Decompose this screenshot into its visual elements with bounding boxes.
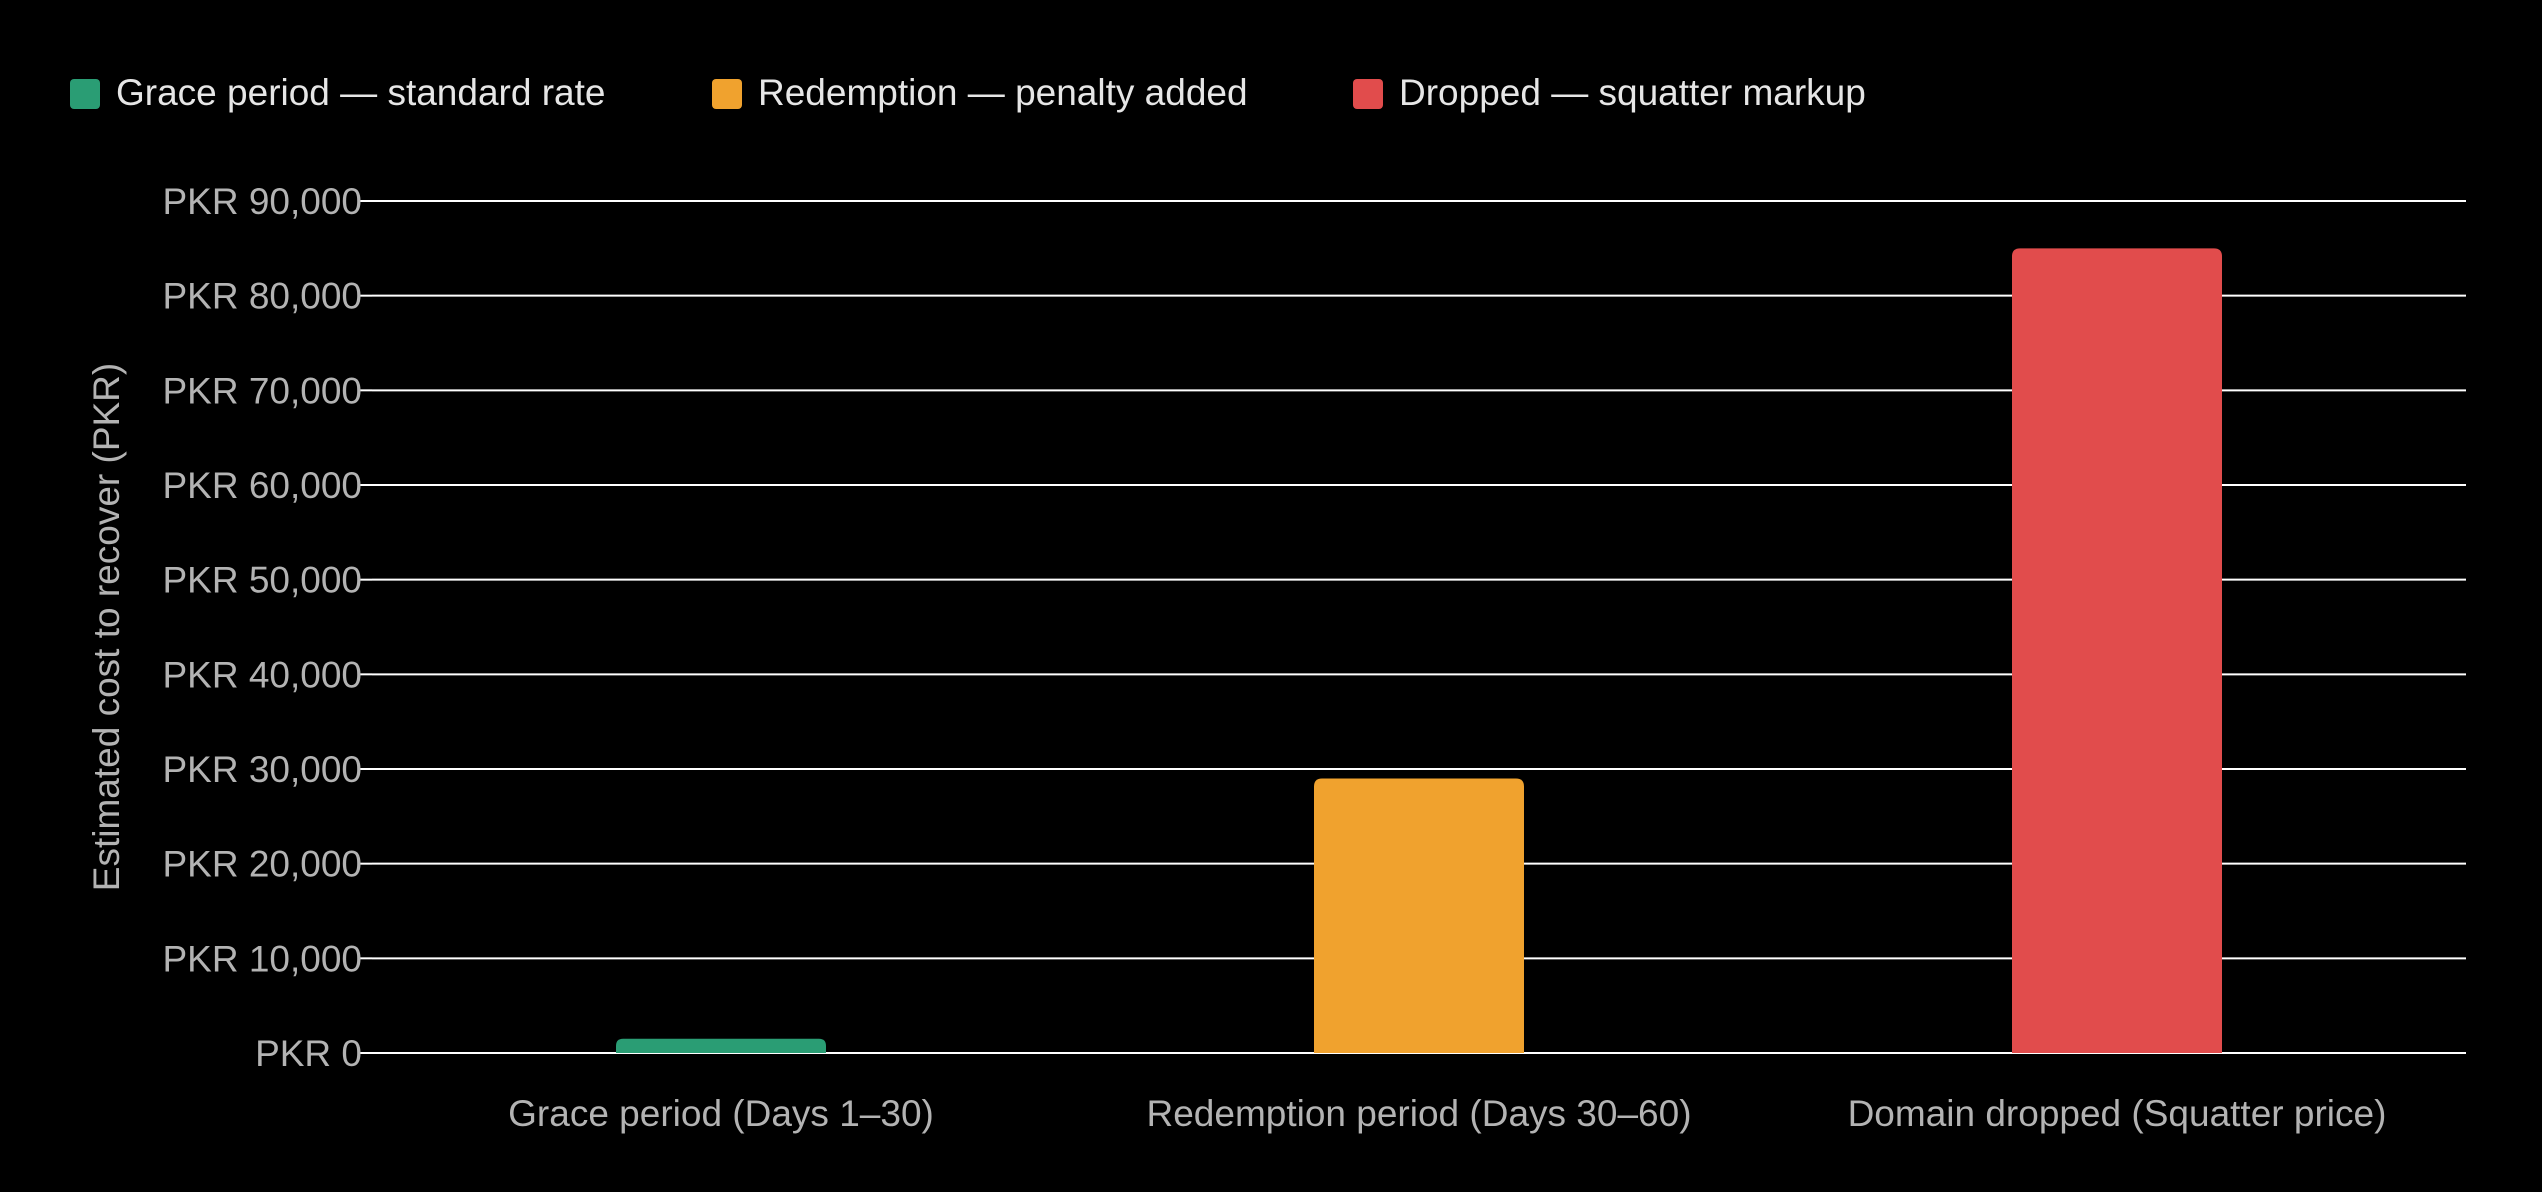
legend-label: Dropped — squatter markup (1399, 72, 1866, 113)
x-tick-label: Domain dropped (Squatter price) (1848, 1093, 2387, 1134)
y-tick-label: PKR 50,000 (162, 560, 362, 601)
legend-item: Grace period — standard rate (70, 72, 605, 113)
y-tick-label: PKR 80,000 (162, 276, 362, 317)
y-tick-label: PKR 30,000 (162, 749, 362, 790)
x-axis-ticks: Grace period (Days 1–30) Redemption perio… (508, 1093, 2386, 1134)
y-axis-label: Estimated cost to recover (PKR) (86, 363, 127, 891)
legend-item: Redemption — penalty added (712, 72, 1248, 113)
legend: Grace period — standard rate Redemption —… (70, 72, 1866, 113)
y-axis-ticks: PKR 0 PKR 10,000 PKR 20,000 PKR 30,000 PKR 4… (162, 181, 362, 1074)
y-tick-label: PKR 20,000 (162, 844, 362, 885)
legend-item: Dropped — squatter markup (1353, 72, 1866, 113)
y-tick-label: PKR 70,000 (162, 370, 362, 411)
y-tick-label: PKR 90,000 (162, 181, 362, 222)
bar (2012, 248, 2222, 1054)
x-tick-label: Redemption period (Days 30–60) (1146, 1093, 1691, 1134)
legend-swatch (70, 79, 100, 109)
y-tick-label: PKR 60,000 (162, 465, 362, 506)
bar (1314, 778, 1524, 1053)
legend-swatch (1353, 79, 1383, 109)
bars (616, 248, 2222, 1054)
y-tick-label: PKR 0 (255, 1033, 362, 1074)
legend-label: Redemption — penalty added (758, 72, 1248, 113)
x-tick-label: Grace period (Days 1–30) (508, 1093, 934, 1134)
y-tick-label: PKR 40,000 (162, 654, 362, 695)
y-tick-label: PKR 10,000 (162, 938, 362, 979)
legend-swatch (712, 79, 742, 109)
bar (616, 1038, 826, 1053)
legend-label: Grace period — standard rate (116, 72, 605, 113)
